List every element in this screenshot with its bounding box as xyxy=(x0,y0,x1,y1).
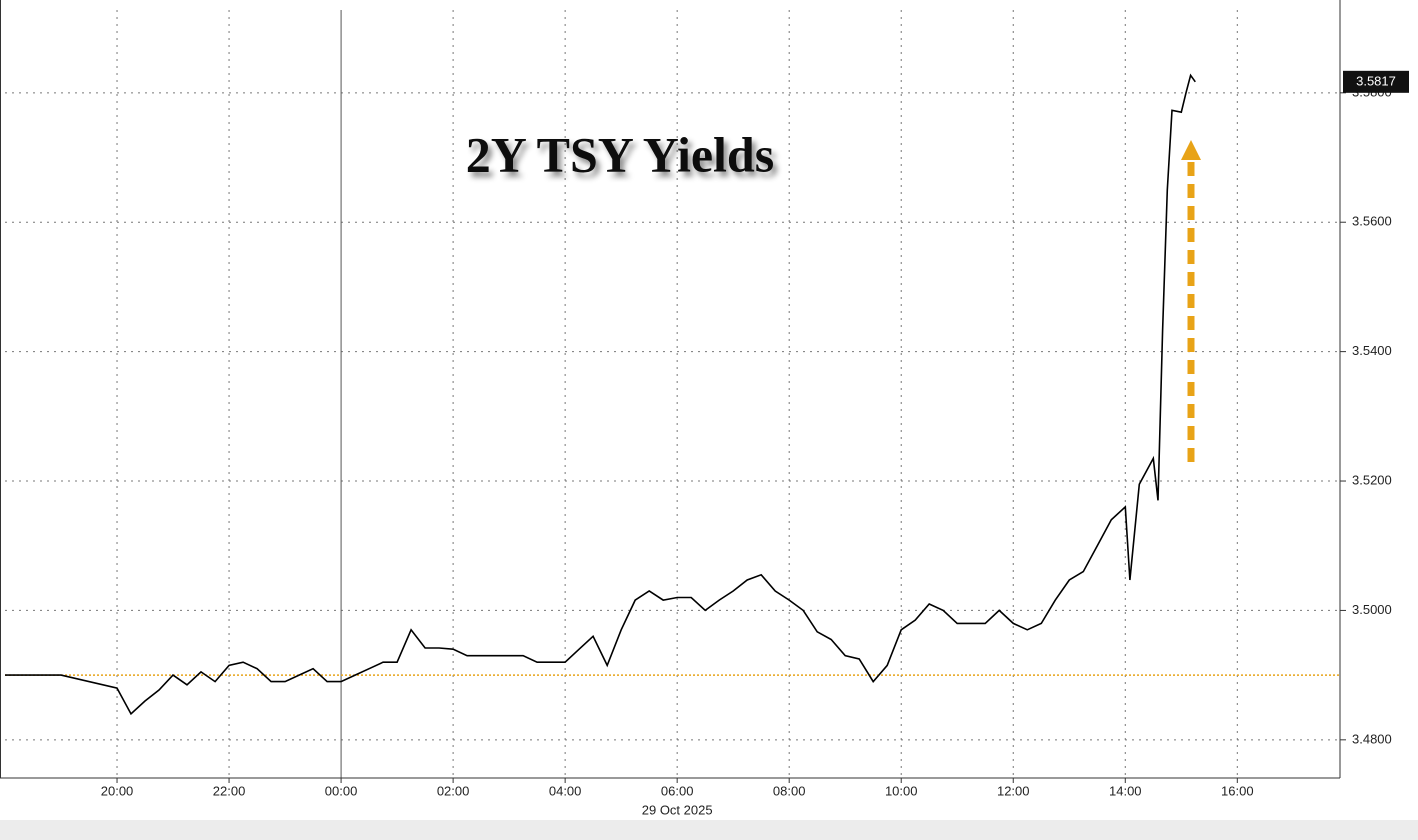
y-tick-label: 3.5000 xyxy=(1352,602,1392,617)
x-tick-label: 02:00 xyxy=(437,783,470,798)
last-value-box xyxy=(1343,70,1409,93)
y-tick-label: 3.5400 xyxy=(1352,343,1392,358)
grid xyxy=(5,10,1340,778)
x-tick-label: 20:00 xyxy=(101,783,134,798)
last-value-label: 3.5817 xyxy=(1356,73,1396,88)
y-tick-label: 3.5600 xyxy=(1352,214,1392,229)
x-tick-label: 16:00 xyxy=(1221,783,1254,798)
y-tick-label: 3.5200 xyxy=(1352,472,1392,487)
up-arrow xyxy=(1181,140,1201,462)
x-tick-label: 10:00 xyxy=(885,783,918,798)
x-tick-label: 12:00 xyxy=(997,783,1030,798)
x-tick-label: 08:00 xyxy=(773,783,806,798)
y-tick-label: 3.4800 xyxy=(1352,731,1392,746)
x-tick-label: 22:00 xyxy=(213,783,246,798)
x-tick-label: 06:00 xyxy=(661,783,694,798)
date-label: 29 Oct 2025 xyxy=(642,802,713,817)
footer-strip xyxy=(0,820,1418,840)
x-tick-label: 00:00 xyxy=(325,783,358,798)
chart-title: 2Y TSY Yields xyxy=(466,126,774,182)
x-tick-label: 14:00 xyxy=(1109,783,1142,798)
x-tick-label: 04:00 xyxy=(549,783,582,798)
arrow-head xyxy=(1181,140,1201,160)
price-line xyxy=(5,73,1196,716)
